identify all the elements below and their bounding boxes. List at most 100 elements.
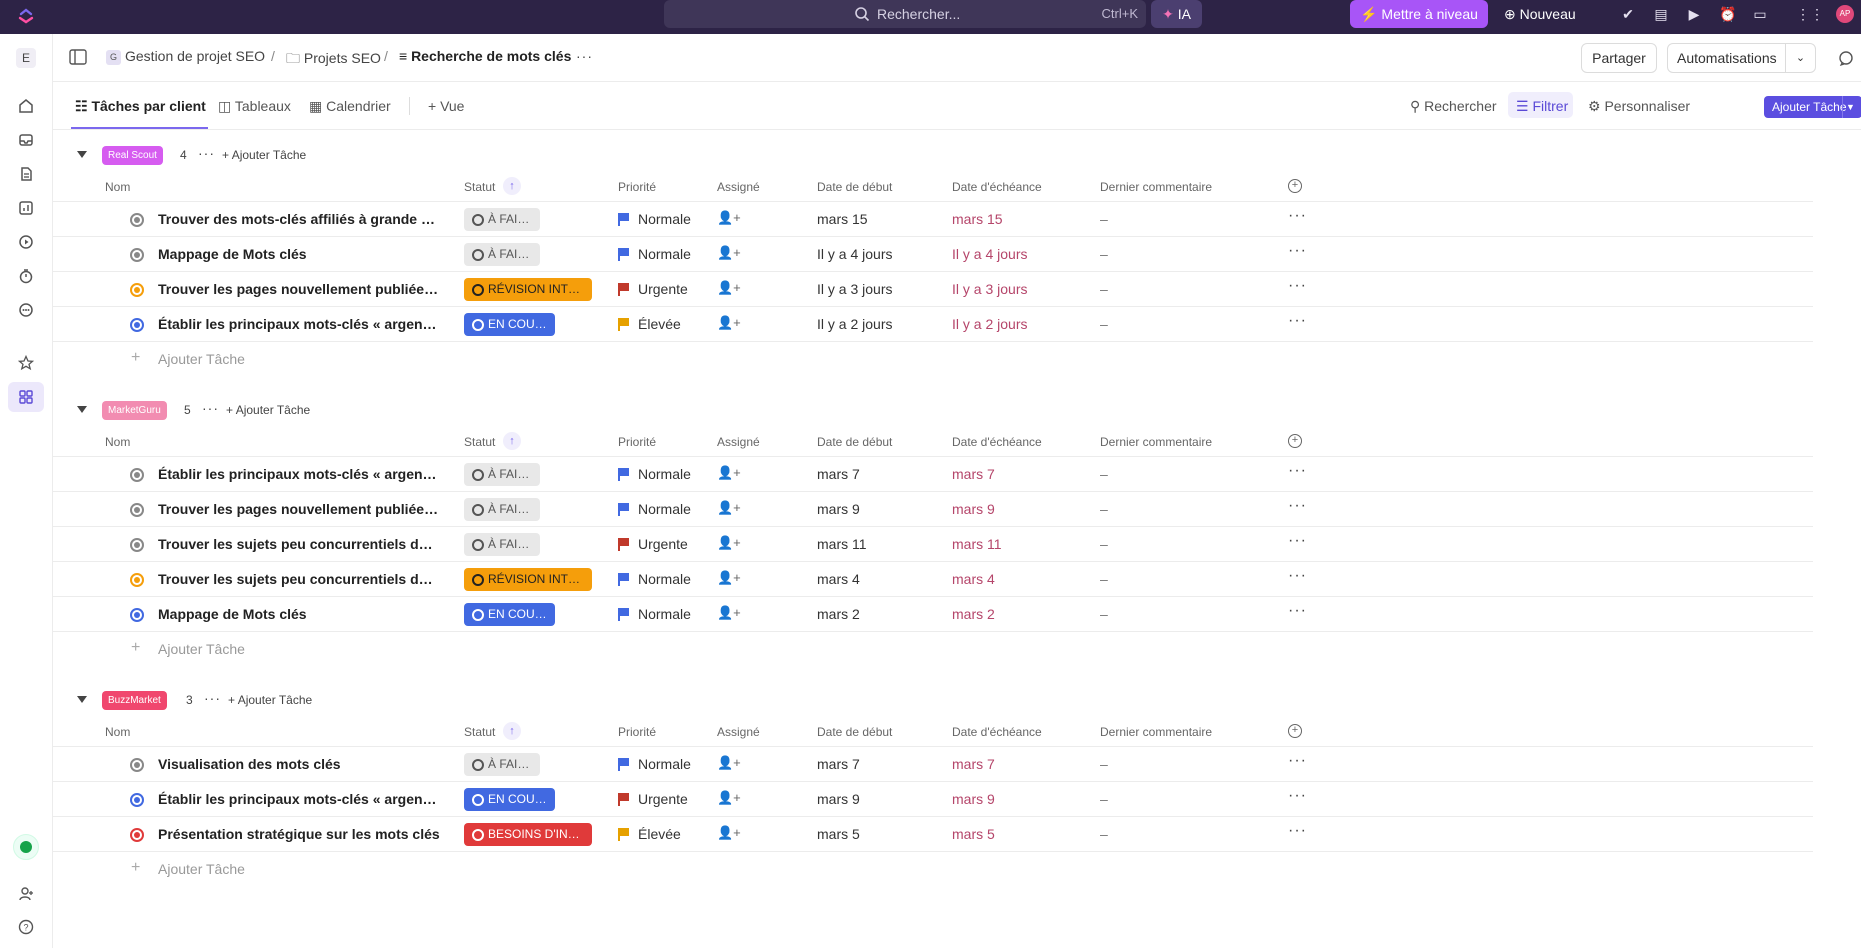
task-name[interactable]: Mappage de Mots clés <box>158 246 307 262</box>
status-pill[interactable]: EN COURS <box>464 313 555 336</box>
video-icon[interactable]: ▶ <box>1688 6 1700 22</box>
workspace-avatar[interactable]: E <box>16 48 36 68</box>
row-more-icon[interactable]: ··· <box>1288 312 1307 329</box>
invite-user-icon[interactable] <box>17 885 35 903</box>
add-task-row[interactable]: + Ajouter Tâche <box>53 632 1813 667</box>
status-dot-icon[interactable] <box>130 573 144 587</box>
due-date[interactable]: Il y a 3 jours <box>952 281 1028 297</box>
assign-user-icon[interactable]: 👤+ <box>717 280 741 295</box>
add-task-row[interactable]: + Ajouter Tâche <box>53 852 1813 887</box>
col-name[interactable]: Nom <box>105 435 131 449</box>
due-date[interactable]: Il y a 4 jours <box>952 246 1028 262</box>
sidebar-toggle-icon[interactable] <box>69 49 87 65</box>
priority-flag-icon[interactable] <box>618 793 629 806</box>
start-date[interactable]: mars 5 <box>817 826 860 842</box>
row-more-icon[interactable]: ··· <box>1288 277 1307 294</box>
col-name[interactable]: Nom <box>105 725 131 739</box>
breadcrumb-list[interactable]: ≡ Recherche de mots clés <box>399 48 571 64</box>
automations-button[interactable]: Automatisations ⌄ <box>1667 43 1816 73</box>
new-button[interactable]: ⊕ Nouveau <box>1504 0 1584 28</box>
sort-arrow-up-icon[interactable]: ↑ <box>503 432 521 450</box>
global-search[interactable]: Rechercher... Ctrl+K <box>664 0 1146 28</box>
task-name[interactable]: Présentation stratégique sur les mots cl… <box>158 826 440 842</box>
priority-flag-icon[interactable] <box>618 318 629 331</box>
status-dot-icon[interactable] <box>130 758 144 772</box>
assign-user-icon[interactable]: 👤+ <box>717 825 741 840</box>
group-add-task-button[interactable]: + Ajouter Tâche <box>228 693 313 707</box>
col-priority[interactable]: Priorité <box>618 435 657 449</box>
col-priority[interactable]: Priorité <box>618 725 657 739</box>
group-add-task-button[interactable]: + Ajouter Tâche <box>226 403 311 417</box>
priority-label[interactable]: Élevée <box>638 316 681 332</box>
status-dot-icon[interactable] <box>130 318 144 332</box>
share-button[interactable]: Partager <box>1581 43 1657 73</box>
priority-label[interactable]: Normale <box>638 211 691 227</box>
chevron-down-icon[interactable]: ▼ <box>1842 96 1858 118</box>
task-row[interactable]: Mappage de Mots clés À FAIRE Normale 👤+ … <box>53 237 1813 272</box>
apps-grid-icon[interactable]: ⋮⋮ <box>1796 6 1824 22</box>
status-dot-icon[interactable] <box>130 283 144 297</box>
task-name[interactable]: Mappage de Mots clés <box>158 606 307 622</box>
task-name[interactable]: Trouver les pages nouvellement publiées … <box>158 501 440 517</box>
row-more-icon[interactable]: ··· <box>1288 207 1307 224</box>
row-more-icon[interactable]: ··· <box>1288 242 1307 259</box>
priority-flag-icon[interactable] <box>618 758 629 771</box>
status-pill[interactable]: À FAIRE <box>464 208 540 231</box>
timesheets-icon[interactable] <box>17 267 35 285</box>
start-date[interactable]: mars 11 <box>817 536 867 552</box>
due-date[interactable]: Il y a 2 jours <box>952 316 1028 332</box>
assign-user-icon[interactable]: 👤+ <box>717 605 741 620</box>
priority-flag-icon[interactable] <box>618 538 629 551</box>
chevron-down-icon[interactable]: ⌄ <box>1785 44 1815 72</box>
breadcrumb-space[interactable]: G Gestion de projet SEO <box>106 48 265 65</box>
due-date[interactable]: mars 7 <box>952 466 995 482</box>
search-tasks-button[interactable]: ⚲ Rechercher <box>1410 98 1497 115</box>
status-dot-icon[interactable] <box>130 213 144 227</box>
start-date[interactable]: mars 2 <box>817 606 860 622</box>
task-row[interactable]: Établir les principaux mots-clés « argen… <box>53 457 1813 492</box>
col-start-date[interactable]: Date de début <box>817 725 893 739</box>
help-icon[interactable]: ? <box>17 918 35 936</box>
start-date[interactable]: mars 4 <box>817 571 860 587</box>
status-pill[interactable]: RÉVISION INTERNE <box>464 278 592 301</box>
due-date[interactable]: mars 9 <box>952 501 995 517</box>
col-status[interactable]: Statut <box>464 435 496 449</box>
add-column-plus-icon[interactable]: + <box>1288 179 1302 193</box>
start-date[interactable]: mars 9 <box>817 501 860 517</box>
col-last-comment[interactable]: Dernier commentaire <box>1100 180 1213 194</box>
status-pill[interactable]: EN COURS <box>464 603 555 626</box>
client-tag[interactable]: Real Scout <box>102 146 163 165</box>
upgrade-button[interactable]: ⚡ Mettre à niveau <box>1350 0 1488 28</box>
check-circle-icon[interactable]: ✔ <box>1622 6 1634 22</box>
priority-flag-icon[interactable] <box>618 468 629 481</box>
status-pill[interactable]: À FAIRE <box>464 463 540 486</box>
col-assignee[interactable]: Assigné <box>717 435 760 449</box>
sort-arrow-up-icon[interactable]: ↑ <box>503 722 521 740</box>
due-date[interactable]: mars 11 <box>952 536 1002 552</box>
priority-flag-icon[interactable] <box>618 213 629 226</box>
priority-label[interactable]: Urgente <box>638 791 688 807</box>
due-date[interactable]: mars 4 <box>952 571 995 587</box>
task-name[interactable]: Trouver les sujets peu concurrentiels de… <box>158 536 440 552</box>
row-more-icon[interactable]: ··· <box>1288 497 1307 514</box>
ai-button[interactable]: ✦ IA <box>1151 0 1202 28</box>
task-row[interactable]: Établir les principaux mots-clés « argen… <box>53 307 1813 342</box>
tab-boards[interactable]: ◫ Tableaux <box>218 98 291 115</box>
priority-label[interactable]: Urgente <box>638 281 688 297</box>
favorites-star-icon[interactable] <box>17 354 35 372</box>
priority-flag-icon[interactable] <box>618 608 629 621</box>
home-icon[interactable] <box>17 97 35 115</box>
col-assignee[interactable]: Assigné <box>717 725 760 739</box>
status-dot-icon[interactable] <box>130 468 144 482</box>
add-column-plus-icon[interactable]: + <box>1288 724 1302 738</box>
start-date[interactable]: Il y a 3 jours <box>817 281 893 297</box>
status-dot-icon[interactable] <box>130 503 144 517</box>
row-more-icon[interactable]: ··· <box>1288 532 1307 549</box>
status-dot-icon[interactable] <box>130 248 144 262</box>
priority-flag-icon[interactable] <box>618 573 629 586</box>
col-due-date[interactable]: Date d'échéance <box>952 435 1042 449</box>
task-row[interactable]: Trouver les sujets peu concurrentiels de… <box>53 527 1813 562</box>
task-row[interactable]: Trouver les sujets peu concurrentiels de… <box>53 562 1813 597</box>
status-pill[interactable]: À FAIRE <box>464 753 540 776</box>
priority-label[interactable]: Normale <box>638 756 691 772</box>
